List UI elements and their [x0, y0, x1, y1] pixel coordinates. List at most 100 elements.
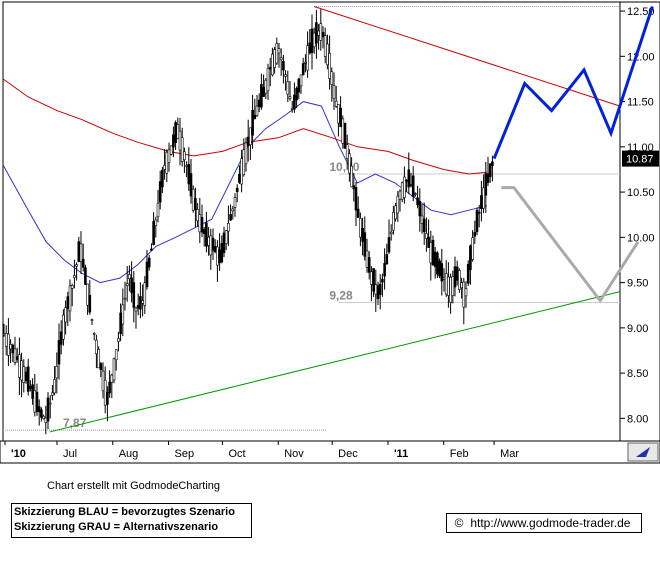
price-bar-body — [154, 219, 158, 226]
price-bar-body — [385, 254, 389, 265]
price-bar-body — [350, 165, 353, 188]
price-bar-body — [57, 340, 61, 365]
price-bar-body — [398, 190, 402, 200]
price-bar-body — [42, 415, 45, 420]
price-bar-body — [356, 208, 360, 218]
price-bar-body — [200, 217, 204, 233]
y-tick-label: 10.00 — [627, 232, 655, 244]
x-tick-label: '10 — [11, 448, 26, 460]
price-bar-body — [121, 304, 125, 325]
price-bar-body — [202, 229, 206, 235]
x-tick-label: Mar — [500, 448, 519, 460]
price-bar-body — [447, 276, 450, 296]
price-bar-body — [363, 232, 367, 257]
price-bar-body — [381, 278, 384, 283]
price-bar-body — [315, 22, 318, 44]
price-bar-body — [319, 23, 323, 41]
price-bar-body — [486, 173, 490, 183]
scroll-arrow-icon — [636, 447, 650, 457]
price-bar-body — [119, 312, 122, 334]
price-bar-body — [477, 212, 481, 214]
x-tick-label: Dec — [338, 448, 358, 460]
price-bar-body — [378, 283, 382, 295]
price-bar-body — [163, 164, 166, 170]
level-label: 9,28 — [329, 289, 353, 303]
price-bar-body — [152, 221, 155, 246]
price-bar-body — [286, 81, 290, 95]
price-bar-body — [130, 277, 133, 293]
price-bar-body — [125, 283, 129, 286]
x-tick-label: Aug — [119, 448, 139, 460]
price-bar-body — [180, 137, 184, 162]
price-bar-body — [139, 296, 142, 310]
x-tick-label: Nov — [284, 448, 304, 460]
price-bar-body — [251, 109, 254, 136]
price-bar-body — [277, 48, 281, 54]
price-bar-body — [414, 193, 417, 195]
price-bar-body — [101, 370, 105, 392]
price-bar-body — [46, 397, 50, 422]
copyright-icon: © — [454, 516, 464, 530]
price-bar-body — [409, 184, 413, 186]
price-bar-body — [275, 43, 279, 64]
price-bar-body — [460, 282, 463, 289]
price-bar-body — [348, 153, 351, 174]
price-bar-body — [440, 263, 444, 282]
price-bar-body — [70, 285, 74, 289]
price-bar-body — [416, 197, 419, 206]
price-bar-body — [4, 332, 8, 347]
price-bar-body — [128, 274, 131, 279]
price-bar-body — [293, 94, 296, 110]
price-bar-body — [273, 49, 276, 68]
price-bar-body — [249, 127, 252, 145]
price-bar-body — [31, 384, 34, 399]
y-tick-label: 11.50 — [627, 97, 654, 109]
price-bar-body — [231, 208, 235, 212]
price-bar-body — [330, 71, 334, 85]
price-bar-body — [7, 333, 10, 356]
price-bar-body — [233, 197, 237, 208]
source-link[interactable]: © http://www.godmode-trader.de — [446, 513, 642, 533]
source-url[interactable]: http://www.godmode-trader.de — [470, 516, 631, 530]
price-bar-body — [132, 282, 136, 308]
y-tick-label: 9.00 — [627, 323, 648, 335]
price-bar-body — [279, 57, 283, 61]
price-bar-body — [227, 223, 230, 232]
price-bar-body — [114, 349, 118, 361]
last-price-label: 10.87 — [626, 154, 654, 166]
price-bar-body — [136, 305, 140, 309]
price-bar-body — [145, 261, 149, 288]
price-bar-body — [224, 230, 228, 244]
level-label: 10,70 — [329, 160, 359, 174]
price-bar-body — [488, 163, 492, 177]
price-bar-body — [59, 331, 63, 345]
price-bar-body — [158, 181, 162, 203]
price-bar-body — [411, 175, 415, 197]
price-bar-body — [429, 242, 433, 264]
price-bar-body — [392, 212, 395, 231]
price-bar-body — [449, 276, 452, 303]
y-tick-label: 12.00 — [627, 51, 655, 63]
x-axis-panel — [0, 440, 660, 464]
x-tick-label: '11 — [394, 448, 408, 460]
price-bar-body — [370, 271, 373, 285]
price-bar-body — [462, 281, 466, 308]
price-bar-body — [321, 32, 325, 38]
price-bar-body — [110, 374, 114, 383]
price-bar-body — [11, 344, 15, 354]
price-bar-body — [304, 62, 307, 64]
price-bar-body — [64, 307, 67, 323]
price-bar-body — [253, 115, 257, 120]
price-bar-body — [482, 187, 485, 209]
x-tick-label: Jul — [63, 448, 77, 460]
price-bar-body — [178, 130, 182, 151]
scenario-path — [492, 6, 654, 160]
x-tick-label: Feb — [450, 448, 469, 460]
price-bar-body — [123, 297, 127, 300]
price-bar-body — [246, 136, 250, 146]
price-bar-body — [282, 61, 285, 71]
price-bar-body — [2, 333, 6, 336]
price-bar-body — [169, 145, 173, 155]
price-bar-body — [433, 251, 437, 267]
